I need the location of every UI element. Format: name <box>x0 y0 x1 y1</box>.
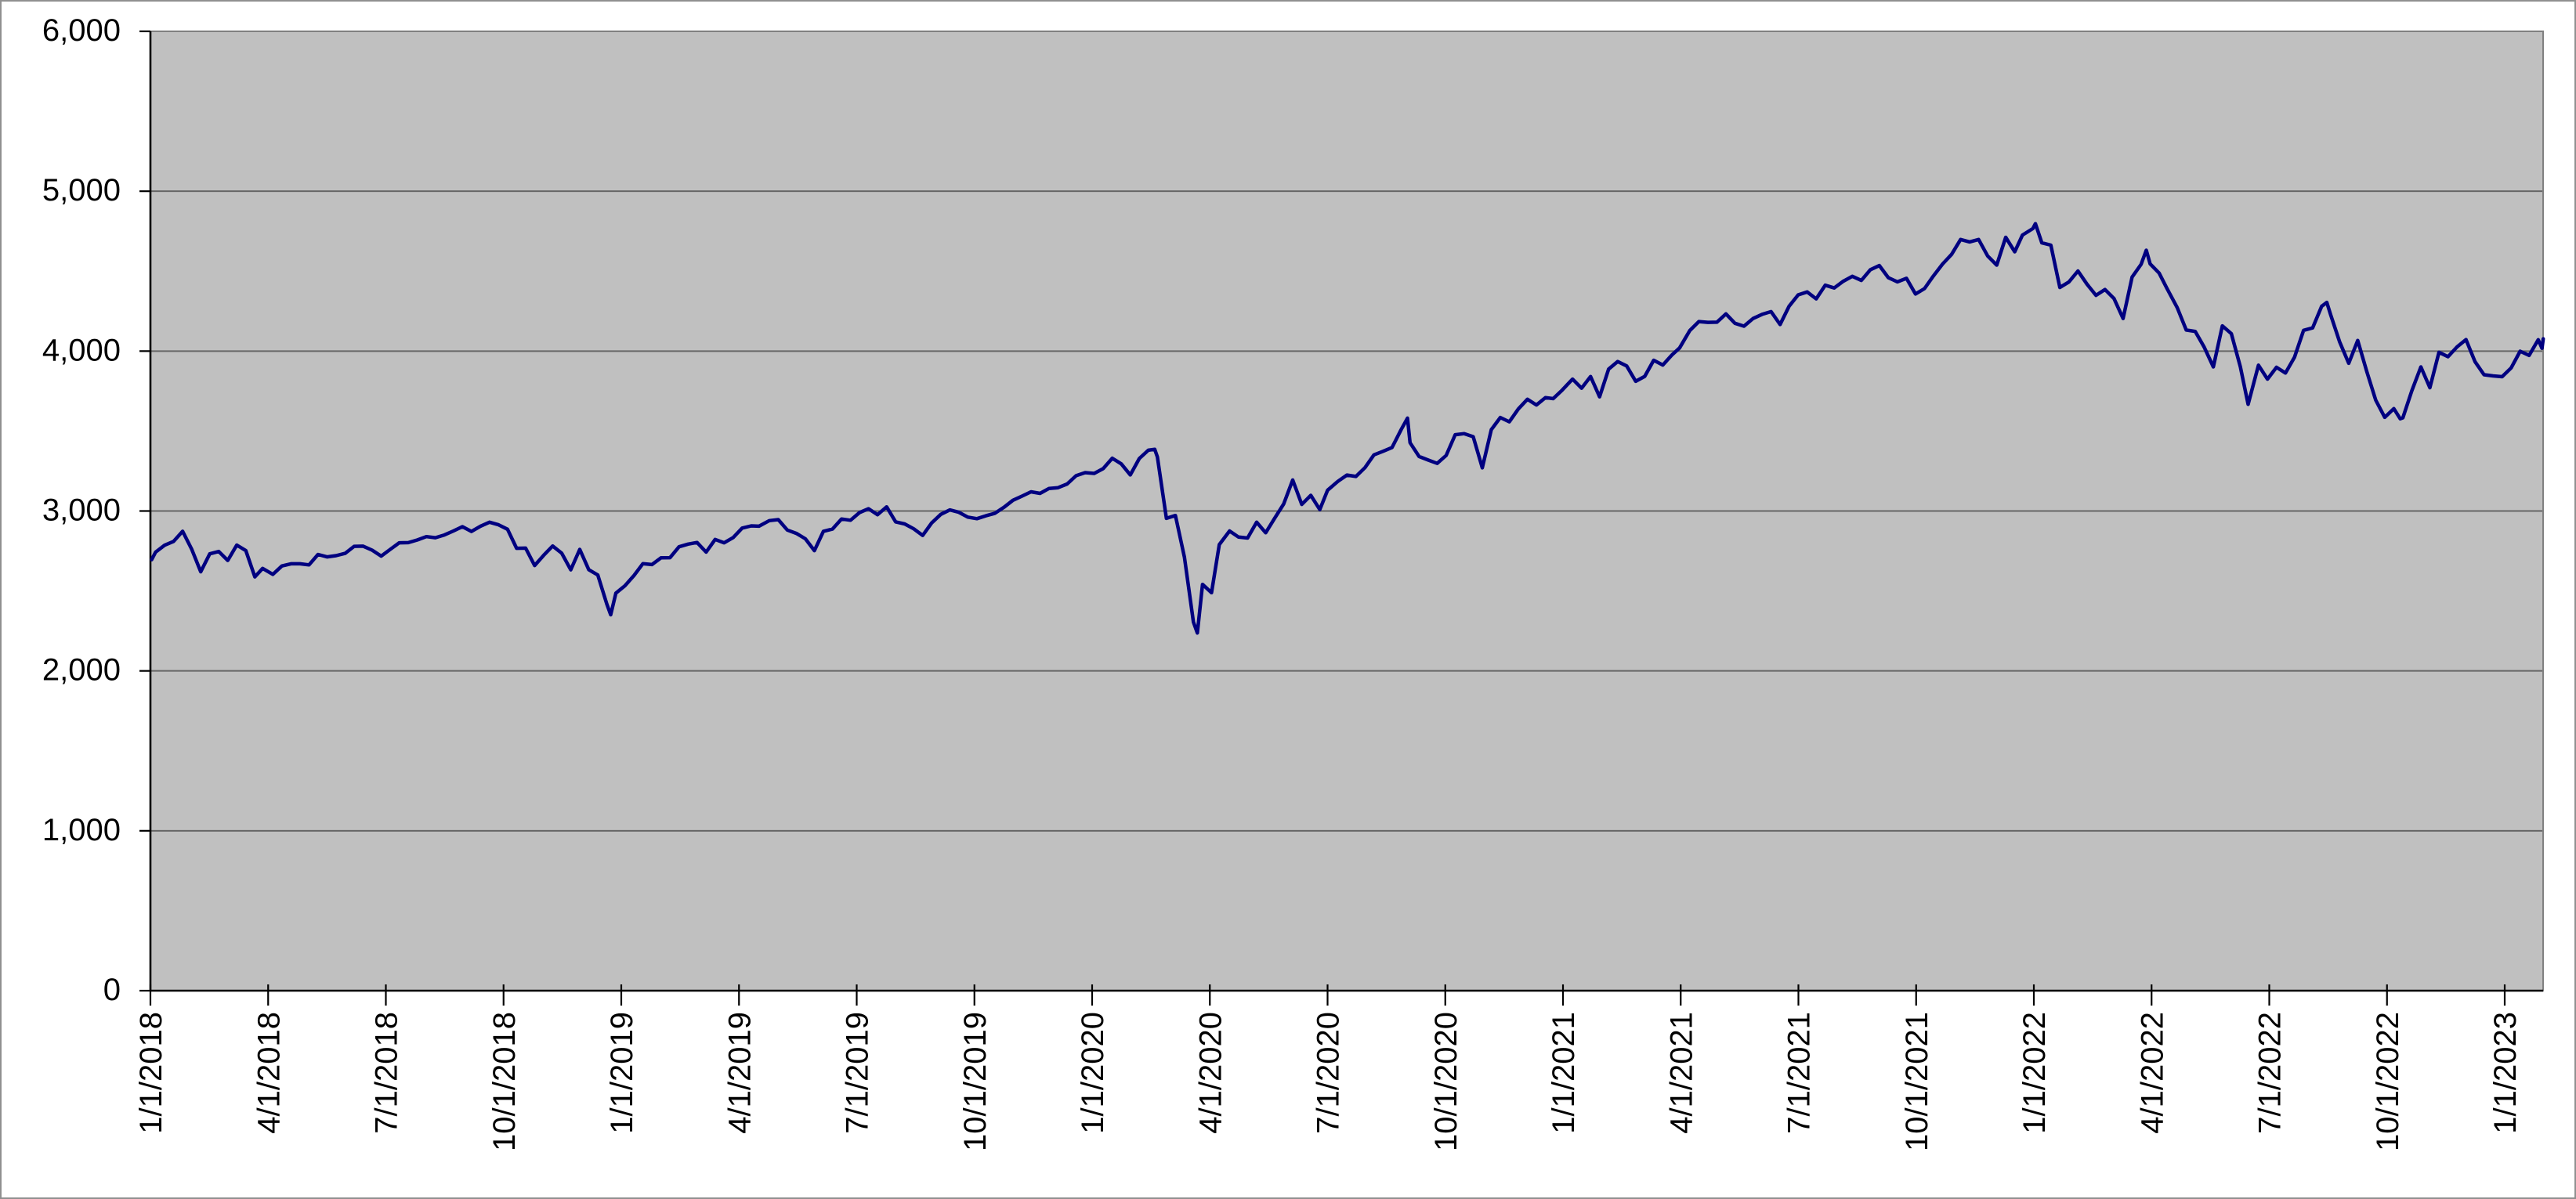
x-axis-label: 10/1/2020 <box>1429 1012 1463 1151</box>
x-axis-label: 4/1/2021 <box>1664 1012 1699 1134</box>
y-axis-label: 0 <box>103 973 121 1007</box>
x-axis-label: 4/1/2018 <box>251 1012 286 1134</box>
x-axis-label: 7/1/2019 <box>841 1012 875 1134</box>
y-axis-label: 2,000 <box>42 653 121 688</box>
x-axis-label: 1/1/2022 <box>2017 1012 2052 1134</box>
y-axis-label: 3,000 <box>42 493 121 528</box>
x-axis-label: 7/1/2022 <box>2253 1012 2288 1134</box>
x-axis-label: 4/1/2020 <box>1193 1012 1228 1134</box>
x-axis-label: 10/1/2019 <box>958 1012 993 1151</box>
x-axis-label: 10/1/2021 <box>1900 1012 1934 1151</box>
x-axis-label: 1/1/2018 <box>134 1012 168 1134</box>
x-axis-label: 4/1/2019 <box>722 1012 757 1134</box>
x-axis-label: 1/1/2019 <box>605 1012 639 1134</box>
x-axis-label: 10/1/2018 <box>487 1012 522 1151</box>
price-line-series <box>150 222 2545 635</box>
y-axis-label: 6,000 <box>42 13 121 48</box>
x-axis-label: 7/1/2021 <box>1782 1012 1817 1134</box>
x-axis-label: 1/1/2020 <box>1076 1012 1110 1134</box>
y-axis-label: 1,000 <box>42 813 121 847</box>
y-axis-label: 4,000 <box>42 333 121 367</box>
y-axis-label: 5,000 <box>42 173 121 208</box>
x-axis-label: 10/1/2022 <box>2371 1012 2405 1151</box>
x-axis-label: 7/1/2018 <box>370 1012 404 1134</box>
x-axis-label: 7/1/2020 <box>1312 1012 1346 1134</box>
x-axis-label: 4/1/2022 <box>2135 1012 2169 1134</box>
x-axis-label: 1/1/2021 <box>1547 1012 1581 1134</box>
x-axis-label: 1/1/2023 <box>2488 1012 2523 1134</box>
